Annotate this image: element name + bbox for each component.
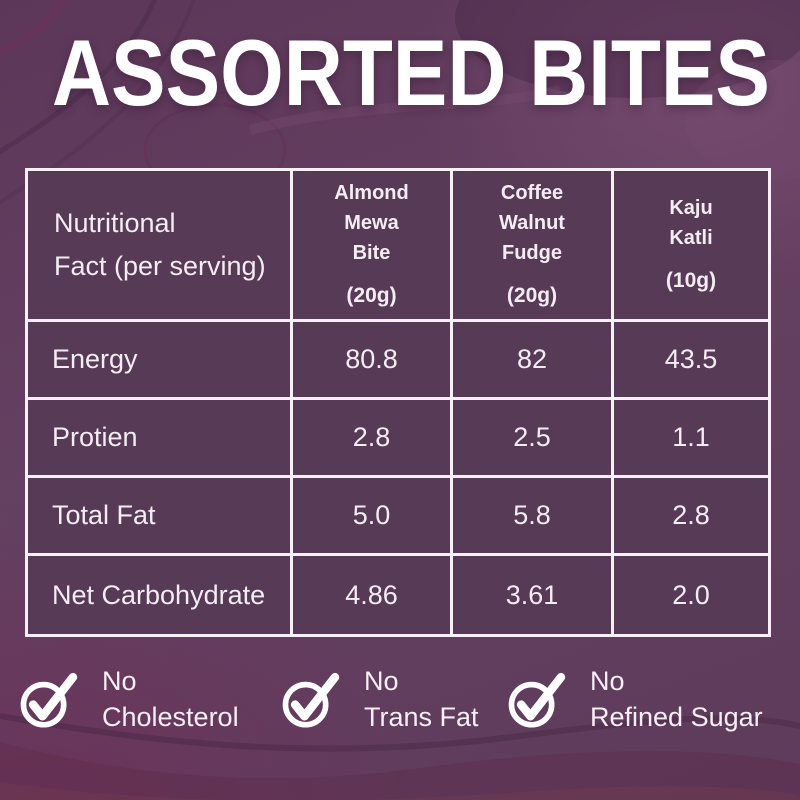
value-energy-coffee: 82 [453,322,611,397]
value-protien-almond: 2.8 [293,400,450,475]
badge-no-refined-sugar: No Refined Sugar [508,664,763,735]
row-label-energy: Energy [28,322,290,397]
value-total-fat-coffee: 5.8 [453,478,611,553]
value-total-fat-almond: 5.0 [293,478,450,553]
value-net-carb-coffee: 3.61 [453,556,611,634]
benefit-badges: No Cholesterol No Trans Fat [0,664,800,754]
column-header-almond-mewa-bite: Almond Mewa Bite (20g) [293,171,450,319]
column-serving-size: (10g) [665,269,717,293]
column-serving-size: (20g) [346,284,397,308]
badge-label: No Trans Fat [364,666,479,732]
check-circle-icon [282,669,340,731]
badge-label: No Cholesterol [102,666,239,732]
value-total-fat-kaju: 2.8 [614,478,768,553]
value-protien-coffee: 2.5 [453,400,611,475]
value-protien-kaju: 1.1 [614,400,768,475]
badge-no-trans-fat: No Trans Fat [282,664,479,735]
column-name: Coffee Walnut Fudge [499,182,565,265]
check-circle-icon [20,669,78,731]
row-label-net-carbohydrate: Net Carbohydrate [28,556,290,634]
value-net-carb-almond: 4.86 [293,556,450,634]
value-net-carb-kaju: 2.0 [614,556,768,634]
nutrition-table: Nutritional Fact (per serving) Almond Me… [25,168,771,637]
badge-no-cholesterol: No Cholesterol [20,664,239,735]
value-energy-almond: 80.8 [293,322,450,397]
column-header-coffee-walnut-fudge: Coffee Walnut Fudge (20g) [453,171,611,319]
page-title: ASSORTED BITES [52,20,770,125]
value-energy-kaju: 43.5 [614,322,768,397]
row-label-total-fat: Total Fat [28,478,290,553]
table-corner-header: Nutritional Fact (per serving) [28,171,290,319]
column-name: Kaju Katli [669,197,713,250]
column-name: Almond Mewa Bite [334,182,409,265]
row-label-protien: Protien [28,400,290,475]
badge-label: No Refined Sugar [590,666,763,732]
column-serving-size: (20g) [506,284,558,308]
column-header-kaju-katli: Kaju Katli (10g) [614,171,768,319]
check-circle-icon [508,669,566,731]
